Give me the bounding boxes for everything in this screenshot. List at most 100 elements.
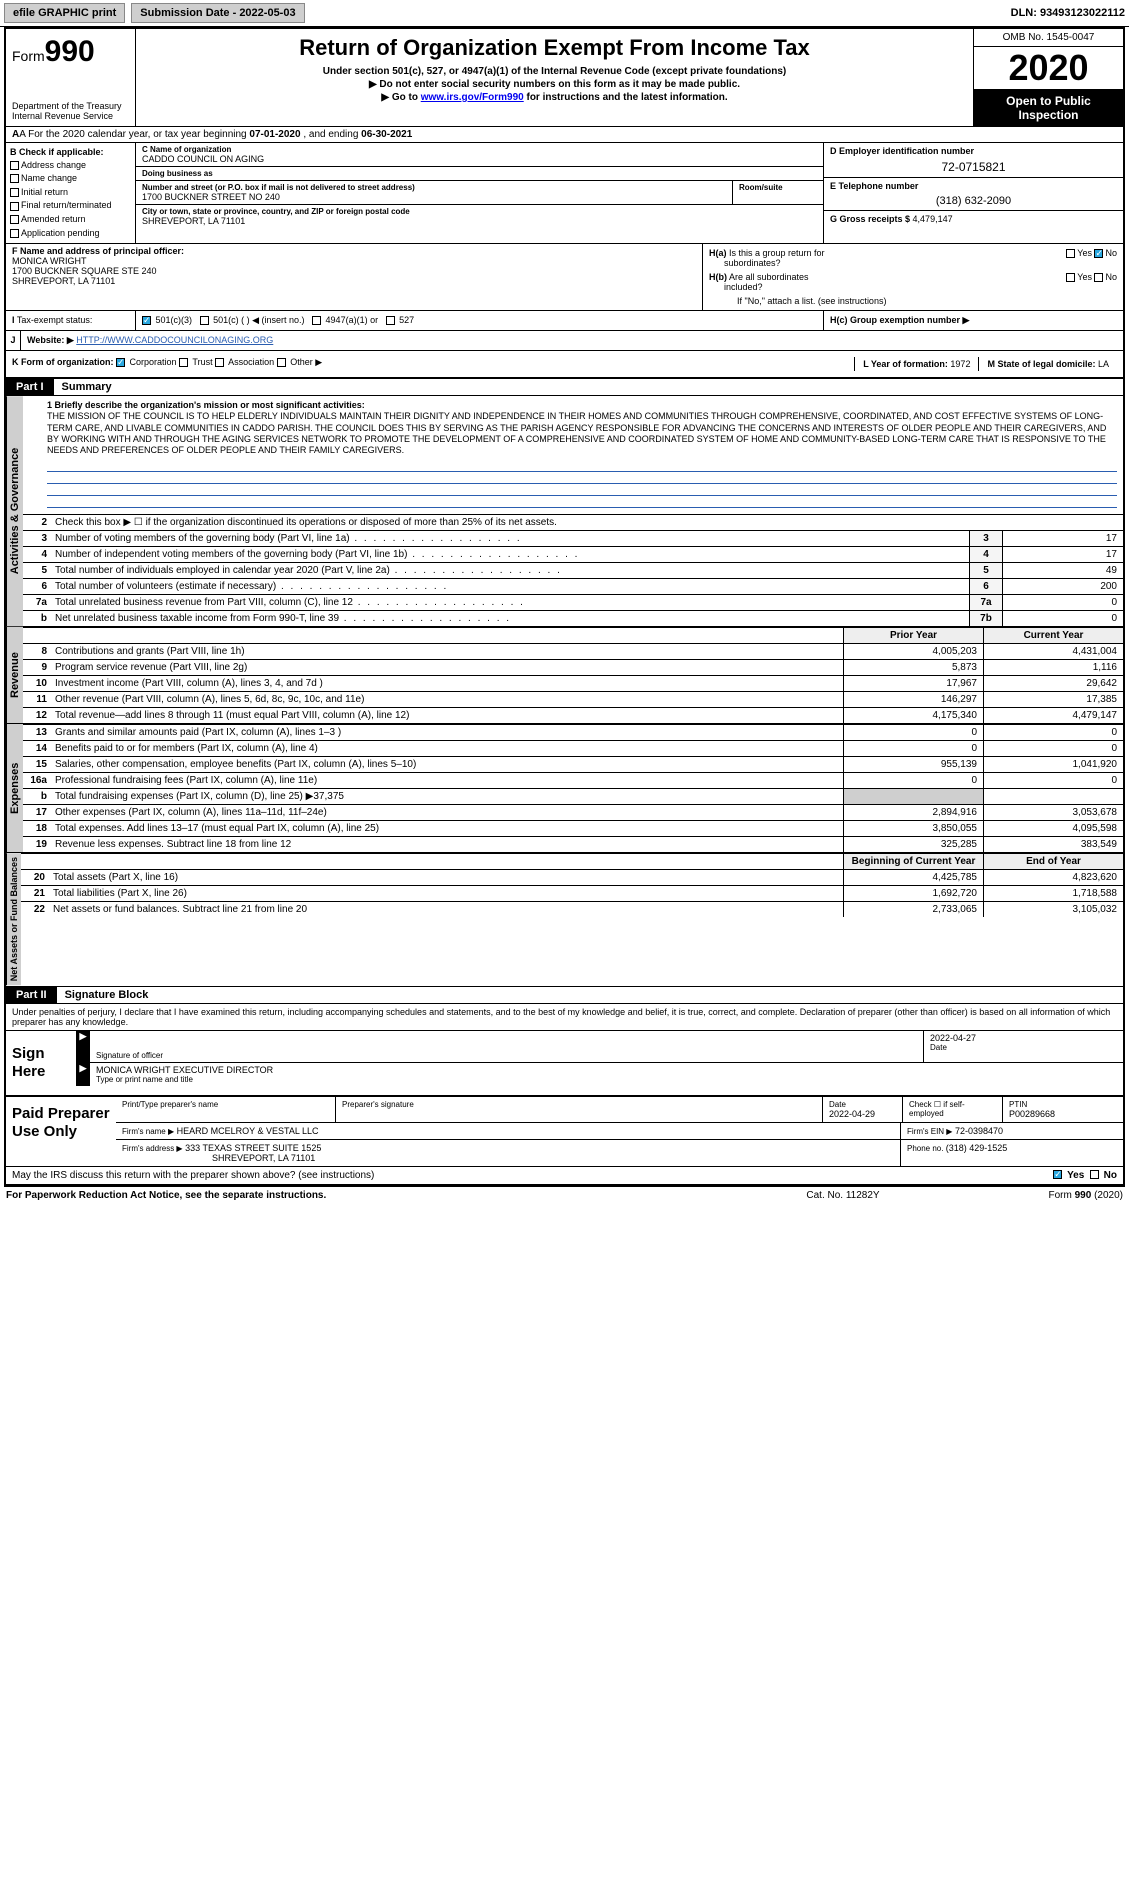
chk-trust[interactable]: [179, 358, 188, 367]
chk-501c[interactable]: [200, 316, 209, 325]
chk-initial-return[interactable]: [10, 188, 19, 197]
block-f: F Name and address of principal officer:…: [6, 244, 703, 310]
chk-other[interactable]: [277, 358, 286, 367]
open-to-public: Open to Public Inspection: [974, 90, 1123, 126]
table-row: 10Investment income (Part VIII, column (…: [23, 675, 1123, 691]
table-row: bNet unrelated business taxable income f…: [23, 610, 1123, 626]
form-number: Form990: [12, 35, 129, 69]
chk-501c3[interactable]: [142, 316, 151, 325]
org-name: CADDO COUNCIL ON AGING: [142, 154, 817, 164]
signature-date: 2022-04-27: [930, 1033, 1117, 1043]
omb-number: OMB No. 1545-0047: [974, 29, 1123, 47]
table-row: 15Salaries, other compensation, employee…: [23, 756, 1123, 772]
table-row: 11Other revenue (Part VIII, column (A), …: [23, 691, 1123, 707]
tax-year: 2020: [974, 47, 1123, 90]
gross-receipts: 4,479,147: [913, 214, 953, 224]
chk-527[interactable]: [386, 316, 395, 325]
chk-ha-no[interactable]: [1094, 249, 1103, 258]
arrow-icon: ▶: [76, 1031, 90, 1062]
part2-header: Part II Signature Block: [6, 987, 1123, 1004]
form-frame: Form990 Department of the Treasury Inter…: [4, 27, 1125, 1187]
table-row: 8Contributions and grants (Part VIII, li…: [23, 643, 1123, 659]
table-row: 22Net assets or fund balances. Subtract …: [21, 901, 1123, 917]
table-row: 7aTotal unrelated business revenue from …: [23, 594, 1123, 610]
instructions-link[interactable]: www.irs.gov/Form990: [421, 92, 524, 103]
tab-net-assets: Net Assets or Fund Balances: [6, 853, 21, 985]
table-row: 16aProfessional fundraising fees (Part I…: [23, 772, 1123, 788]
discuss-row: May the IRS discuss this return with the…: [6, 1167, 1123, 1185]
col-current-year: Current Year: [983, 627, 1123, 643]
tax-exempt-status: 501(c)(3) 501(c) ( ) ◀ (insert no.) 4947…: [136, 311, 823, 330]
chk-hb-yes[interactable]: [1066, 273, 1075, 282]
tax-period: AA For the 2020 calendar year, or tax ye…: [6, 127, 1123, 143]
firm-ein: 72-0398470: [955, 1126, 1003, 1136]
preparer-date: 2022-04-29: [829, 1109, 896, 1119]
tab-expenses: Expenses: [6, 724, 23, 852]
table-row: 5Total number of individuals employed in…: [23, 562, 1123, 578]
table-row: 3Number of voting members of the governi…: [23, 530, 1123, 546]
chk-corporation[interactable]: [116, 358, 125, 367]
city-state-zip: SHREVEPORT, LA 71101: [142, 216, 817, 226]
website-row: Website: ▶ HTTP://WWW.CADDOCOUNCILONAGIN…: [21, 331, 1123, 350]
table-row: 18Total expenses. Add lines 13–17 (must …: [23, 820, 1123, 836]
table-row: 6Total number of volunteers (estimate if…: [23, 578, 1123, 594]
table-row: 12Total revenue—add lines 8 through 11 (…: [23, 707, 1123, 723]
submission-date-button[interactable]: Submission Date - 2022-05-03: [131, 3, 304, 23]
table-row: 19Revenue less expenses. Subtract line 1…: [23, 836, 1123, 852]
dln-label: DLN: 93493123022112: [1011, 7, 1125, 19]
signature-intro: Under penalties of perjury, I declare th…: [6, 1004, 1123, 1031]
tab-revenue: Revenue: [6, 627, 23, 723]
chk-amended[interactable]: [10, 215, 19, 224]
block-b-checkboxes: B Check if applicable: Address change Na…: [6, 143, 136, 243]
form-header: Form990 Department of the Treasury Inter…: [6, 29, 1123, 127]
table-row: 17Other expenses (Part IX, column (A), l…: [23, 804, 1123, 820]
table-row: 14Benefits paid to or for members (Part …: [23, 740, 1123, 756]
ptin: P00289668: [1009, 1109, 1117, 1119]
ein: 72-0715821: [830, 156, 1117, 174]
table-row: 4Number of independent voting members of…: [23, 546, 1123, 562]
chk-name-change[interactable]: [10, 174, 19, 183]
paid-preparer-label: Paid Preparer Use Only: [6, 1097, 116, 1166]
chk-application-pending[interactable]: [10, 229, 19, 238]
department-label: Department of the Treasury Internal Reve…: [12, 102, 129, 122]
chk-discuss-yes[interactable]: [1053, 1170, 1062, 1179]
table-row: 21Total liabilities (Part X, line 26)1,6…: [21, 885, 1123, 901]
efile-button[interactable]: efile GRAPHIC print: [4, 3, 125, 23]
website-link[interactable]: HTTP://WWW.CADDOCOUNCILONAGING.ORG: [76, 335, 273, 345]
col-prior-year: Prior Year: [843, 627, 983, 643]
chk-hb-no[interactable]: [1094, 273, 1103, 282]
officer-name: MONICA WRIGHT EXECUTIVE DIRECTOR: [96, 1065, 1117, 1075]
chk-ha-yes[interactable]: [1066, 249, 1075, 258]
table-row: 9Program service revenue (Part VIII, lin…: [23, 659, 1123, 675]
col-end-year: End of Year: [983, 853, 1123, 869]
year-formation: L Year of formation: 1972: [854, 357, 978, 371]
chk-discuss-no[interactable]: [1090, 1170, 1099, 1179]
chk-address-change[interactable]: [10, 161, 19, 170]
col-begin-year: Beginning of Current Year: [843, 853, 983, 869]
chk-association[interactable]: [215, 358, 224, 367]
telephone: (318) 632-2090: [830, 191, 1117, 207]
table-row: 13Grants and similar amounts paid (Part …: [23, 724, 1123, 740]
firm-address: 333 TEXAS STREET SUITE 1525: [185, 1143, 321, 1153]
block-h: H(a) Is this a group return for subordin…: [703, 244, 1123, 310]
top-bar: efile GRAPHIC print Submission Date - 20…: [0, 0, 1129, 27]
tab-governance: Activities & Governance: [6, 396, 23, 626]
block-k: K Form of organization: Corporation Trus…: [12, 357, 854, 371]
chk-final-return[interactable]: [10, 202, 19, 211]
firm-name: HEARD MCELROY & VESTAL LLC: [177, 1126, 319, 1136]
footer: For Paperwork Reduction Act Notice, see …: [0, 1187, 1129, 1204]
firm-phone: (318) 429-1525: [946, 1143, 1008, 1153]
form-subtitle: Under section 501(c), 527, or 4947(a)(1)…: [144, 65, 965, 104]
arrow-icon: ▶: [76, 1063, 90, 1086]
line-2: 2 Check this box ▶ ☐ if the organization…: [23, 514, 1123, 530]
sign-here-label: Sign Here: [6, 1031, 76, 1095]
state-domicile: M State of legal domicile: LA: [978, 357, 1117, 371]
form-title: Return of Organization Exempt From Incom…: [144, 35, 965, 61]
table-row: bTotal fundraising expenses (Part IX, co…: [23, 788, 1123, 804]
table-row: 20Total assets (Part X, line 16)4,425,78…: [21, 869, 1123, 885]
part1-header: Part I Summary: [6, 379, 1123, 396]
street-address: 1700 BUCKNER STREET NO 240: [142, 192, 726, 202]
block-c: C Name of organization CADDO COUNCIL ON …: [136, 143, 823, 243]
chk-4947[interactable]: [312, 316, 321, 325]
mission-block: 1 Briefly describe the organization's mi…: [23, 396, 1123, 458]
